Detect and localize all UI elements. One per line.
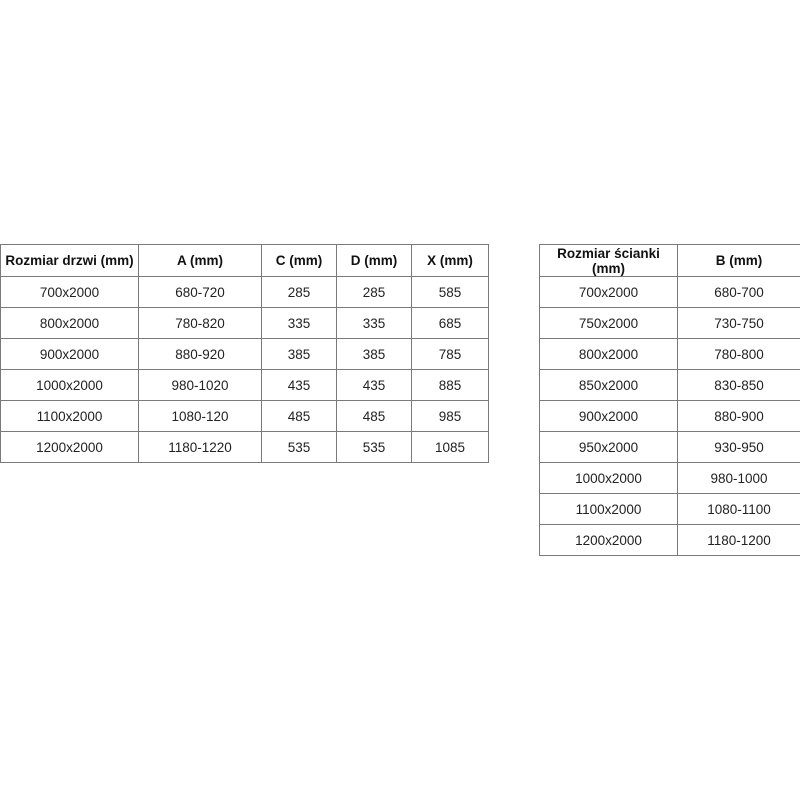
table-cell: 1200x2000 xyxy=(0,431,139,463)
table-cell: 285 xyxy=(261,276,337,308)
table-cell: 800x2000 xyxy=(539,338,678,370)
table-cell: 980-1020 xyxy=(138,369,262,401)
table-cell: 1085 xyxy=(411,431,489,463)
table-cell: 685 xyxy=(411,307,489,339)
column-header: A (mm) xyxy=(138,244,262,277)
column-header: Rozmiar drzwi (mm) xyxy=(0,244,139,277)
table-row: 1100x2000 1080-120 485 485 985 xyxy=(0,400,489,432)
table-cell: 1000x2000 xyxy=(0,369,139,401)
table-cell: 750x2000 xyxy=(539,307,678,339)
table-cell: 680-700 xyxy=(677,276,800,308)
table-row: 700x2000 680-700 xyxy=(539,276,800,308)
table-cell: 785 xyxy=(411,338,489,370)
table-cell: 385 xyxy=(336,338,412,370)
table-cell: 1100x2000 xyxy=(0,400,139,432)
table-row: 700x2000 680-720 285 285 585 xyxy=(0,276,489,308)
table-cell: 985 xyxy=(411,400,489,432)
table-header-row: Rozmiar drzwi (mm) A (mm) C (mm) D (mm) X (m… xyxy=(0,244,489,277)
table-cell: 1180-1200 xyxy=(677,524,800,556)
table-row: 900x2000 880-920 385 385 785 xyxy=(0,338,489,370)
table-row: 1000x2000 980-1000 xyxy=(539,462,800,494)
table-row: 900x2000 880-900 xyxy=(539,400,800,432)
column-header: Rozmiar ścianki (mm) xyxy=(539,244,678,277)
table-cell: 585 xyxy=(411,276,489,308)
table-row: 800x2000 780-800 xyxy=(539,338,800,370)
table-cell: 830-850 xyxy=(677,369,800,401)
table-header-row: Rozmiar ścianki (mm) B (mm) xyxy=(539,244,800,277)
table-cell: 1200x2000 xyxy=(539,524,678,556)
table-cell: 1100x2000 xyxy=(539,493,678,525)
table-row: 950x2000 930-950 xyxy=(539,431,800,463)
table-row: 1100x2000 1080-1100 xyxy=(539,493,800,525)
column-header: C (mm) xyxy=(261,244,337,277)
table-cell: 485 xyxy=(261,400,337,432)
table-cell: 535 xyxy=(336,431,412,463)
table-cell: 885 xyxy=(411,369,489,401)
wall-size-table: Rozmiar ścianki (mm) B (mm) 700x2000 680-7… xyxy=(539,244,800,556)
table-cell: 800x2000 xyxy=(0,307,139,339)
table-cell: 950x2000 xyxy=(539,431,678,463)
table-cell: 880-920 xyxy=(138,338,262,370)
column-header: D (mm) xyxy=(336,244,412,277)
table-cell: 900x2000 xyxy=(0,338,139,370)
table-cell: 980-1000 xyxy=(677,462,800,494)
table-cell: 335 xyxy=(261,307,337,339)
table-cell: 285 xyxy=(336,276,412,308)
column-header: X (mm) xyxy=(411,244,489,277)
table-cell: 435 xyxy=(261,369,337,401)
table-cell: 1080-1100 xyxy=(677,493,800,525)
table-row: 1200x2000 1180-1200 xyxy=(539,524,800,556)
table-row: 850x2000 830-850 xyxy=(539,369,800,401)
table-row: 800x2000 780-820 335 335 685 xyxy=(0,307,489,339)
table-cell: 435 xyxy=(336,369,412,401)
table-cell: 385 xyxy=(261,338,337,370)
table-row: 1200x2000 1180-1220 535 535 1085 xyxy=(0,431,489,463)
table-cell: 485 xyxy=(336,400,412,432)
table-row: 1000x2000 980-1020 435 435 885 xyxy=(0,369,489,401)
door-size-table: Rozmiar drzwi (mm) A (mm) C (mm) D (mm) X (m… xyxy=(0,244,489,463)
table-cell: 1000x2000 xyxy=(539,462,678,494)
table-cell: 880-900 xyxy=(677,400,800,432)
table-cell: 1080-120 xyxy=(138,400,262,432)
table-cell: 700x2000 xyxy=(0,276,139,308)
column-header: B (mm) xyxy=(677,244,800,277)
table-cell: 930-950 xyxy=(677,431,800,463)
table-row: 750x2000 730-750 xyxy=(539,307,800,339)
table-cell: 680-720 xyxy=(138,276,262,308)
table-cell: 700x2000 xyxy=(539,276,678,308)
table-cell: 780-800 xyxy=(677,338,800,370)
table-cell: 1180-1220 xyxy=(138,431,262,463)
table-cell: 730-750 xyxy=(677,307,800,339)
table-cell: 535 xyxy=(261,431,337,463)
table-cell: 780-820 xyxy=(138,307,262,339)
table-cell: 900x2000 xyxy=(539,400,678,432)
table-cell: 850x2000 xyxy=(539,369,678,401)
table-cell: 335 xyxy=(336,307,412,339)
